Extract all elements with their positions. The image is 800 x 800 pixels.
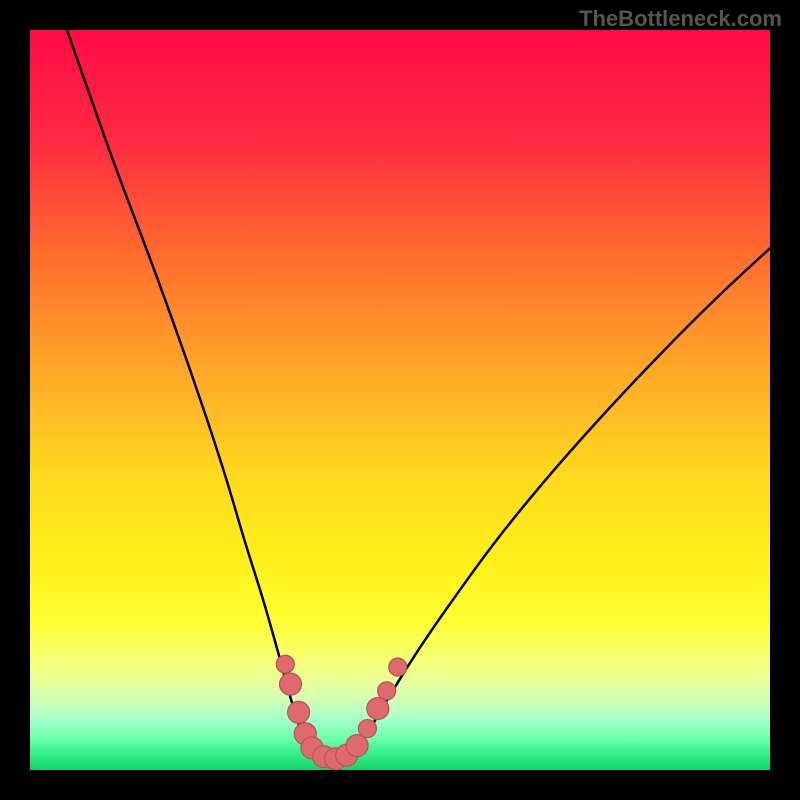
curve-dot [378, 682, 396, 700]
curve-dot [358, 720, 376, 738]
curve-dot [279, 673, 301, 695]
curve-dot [346, 735, 368, 757]
curve-dot [288, 701, 310, 723]
curve-dot [276, 655, 294, 673]
bottleneck-plot [0, 0, 800, 800]
chart-stage: TheBottleneck.com [0, 0, 800, 800]
watermark-text: TheBottleneck.com [579, 6, 782, 32]
curve-dot [389, 658, 407, 676]
curve-dot [367, 698, 389, 720]
